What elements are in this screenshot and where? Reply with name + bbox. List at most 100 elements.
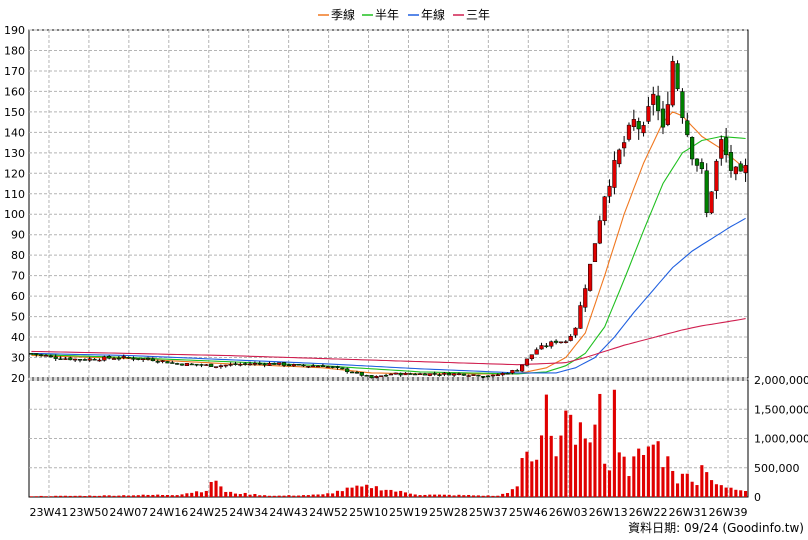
candlesticks — [29, 55, 748, 379]
candle-body — [107, 355, 112, 359]
candle — [500, 372, 505, 377]
candle — [39, 353, 44, 357]
volume-bar — [151, 494, 155, 497]
volume-bar — [233, 493, 238, 497]
price-tick-label: 70 — [11, 270, 25, 283]
volume-bar — [301, 495, 306, 497]
volume-bar — [180, 494, 184, 497]
candle — [466, 374, 471, 377]
volume-bar — [345, 487, 349, 497]
x-tick-label: 23W41 — [30, 506, 69, 519]
volume-bar — [695, 485, 699, 497]
candle-body — [617, 149, 622, 165]
price-tick-label: 110 — [4, 188, 25, 201]
volume-tick-label: 2,000,000 — [754, 374, 808, 387]
candle-body — [660, 108, 666, 128]
volume-bar — [569, 414, 573, 497]
price-tick-label: 160 — [4, 85, 25, 98]
volume-bar — [384, 489, 388, 497]
candle-body — [699, 162, 704, 170]
volume-bar — [112, 495, 116, 497]
candle — [29, 353, 34, 355]
price-tick-label: 80 — [11, 249, 25, 262]
candle-body — [694, 158, 700, 166]
candle — [583, 284, 588, 312]
candle — [73, 358, 78, 362]
candle — [413, 372, 418, 376]
candle — [121, 354, 126, 360]
candle — [626, 122, 632, 142]
candle-body — [48, 355, 53, 358]
candle-body — [189, 363, 194, 366]
candle-body — [223, 364, 228, 367]
volume-bar — [360, 486, 364, 497]
volume-bar — [282, 495, 286, 497]
candle-body — [58, 358, 63, 360]
volume-bar — [258, 495, 262, 497]
candle — [481, 376, 486, 378]
volume-bar — [369, 488, 374, 497]
volume-bar — [661, 467, 665, 497]
price-axis-labels: 20 30 40 50 60 70 80 90 100 110 120 130 140 150 160 170… — [4, 24, 25, 385]
price-tick-label: 150 — [4, 106, 25, 119]
candle-body — [160, 360, 165, 362]
volume-bar — [54, 495, 58, 497]
candle-body — [456, 373, 462, 375]
candle — [733, 165, 738, 181]
candle — [510, 369, 515, 375]
candle-body — [243, 363, 248, 365]
volume-bar — [491, 495, 495, 497]
candle — [456, 372, 462, 376]
volume-bar — [243, 492, 247, 497]
candle-body — [500, 372, 505, 376]
x-tick-label: 23W50 — [69, 506, 108, 519]
candle-body — [432, 373, 437, 375]
price-tick-label: 100 — [4, 208, 25, 221]
volume-bar — [520, 458, 524, 497]
candle-body — [267, 362, 272, 366]
candle — [320, 363, 326, 368]
candle — [529, 354, 534, 361]
candle-body — [578, 305, 583, 329]
candle — [422, 372, 428, 376]
candle — [102, 355, 107, 362]
x-tick-label: 24W25 — [189, 506, 228, 519]
candle — [48, 354, 53, 358]
volume-tick-label: 1,500,000 — [754, 403, 808, 416]
candle — [315, 365, 321, 368]
candle — [549, 340, 554, 349]
price-tick-label: 20 — [11, 372, 25, 385]
candle-body — [724, 137, 729, 156]
volume-bar — [199, 492, 204, 497]
candle-body — [704, 170, 709, 214]
volume-bar — [389, 489, 393, 497]
volume-bar — [612, 389, 616, 497]
volume-bar — [641, 454, 646, 497]
candle-body — [228, 364, 233, 366]
price-tick-label: 180 — [4, 44, 25, 57]
candle — [451, 373, 457, 377]
candle — [524, 358, 530, 367]
volume-bar — [578, 422, 582, 497]
candle — [179, 363, 185, 366]
candle-body — [398, 372, 403, 376]
candle — [306, 365, 311, 369]
volume-bar — [49, 496, 53, 497]
candle-body — [379, 375, 384, 377]
volume-bar — [102, 495, 106, 497]
volume-bar — [170, 495, 174, 497]
candle — [563, 340, 568, 344]
candle-body — [296, 364, 301, 366]
volume-bar — [379, 490, 383, 497]
candle-body — [364, 375, 369, 377]
legend-label: 年線 — [421, 7, 445, 22]
volume-bar — [724, 487, 728, 497]
candle — [136, 358, 141, 361]
candle — [636, 117, 641, 140]
x-tick-label: 25W46 — [509, 506, 548, 519]
candle-body — [150, 358, 155, 362]
x-tick-label: 25W19 — [389, 506, 428, 519]
candle — [403, 372, 408, 376]
candle-body — [554, 340, 559, 343]
